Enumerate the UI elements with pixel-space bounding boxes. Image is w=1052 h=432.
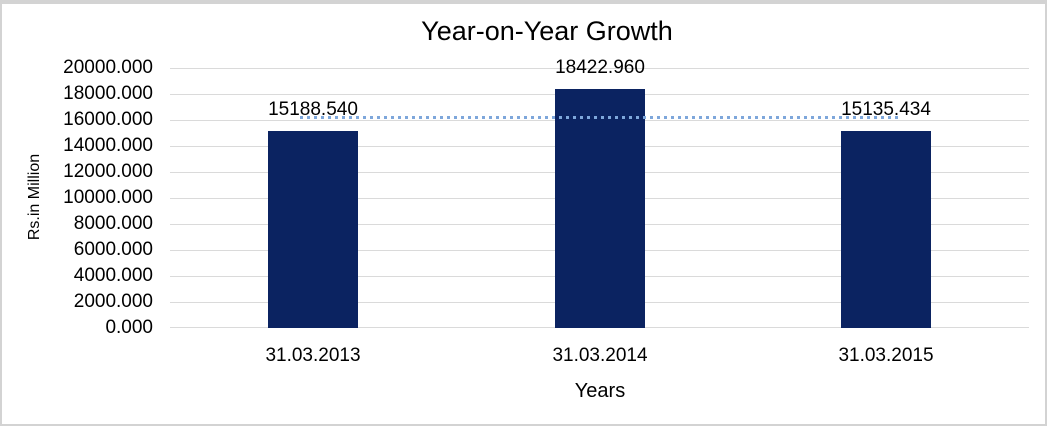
y-tick-label: 18000.000 [63, 83, 153, 104]
chart-title: Year-on-Year Growth [421, 16, 673, 46]
y-tick-label: 0.000 [105, 317, 153, 338]
bar-31.03.2014 [555, 89, 645, 328]
y-axis-tick-labels: 0.000 2000.000 4000.000 6000.000 8000.000 100… [0, 57, 153, 338]
y-tick-label: 14000.000 [63, 135, 153, 156]
gridline [170, 68, 1029, 69]
bar-31.03.2013 [268, 131, 358, 328]
bar-31.03.2015 [841, 131, 931, 328]
y-tick-label: 16000.000 [63, 109, 153, 130]
y-tick-label: 8000.000 [73, 213, 153, 234]
x-tick-label: 31.03.2014 [552, 345, 648, 366]
x-tick-label: 31.03.2013 [265, 345, 361, 366]
x-axis-title: Years [574, 380, 626, 402]
y-tick-label: 10000.000 [63, 187, 153, 208]
y-tick-label: 20000.000 [63, 57, 153, 78]
trendline-dotted [300, 116, 900, 119]
x-tick-label: 31.03.2015 [838, 345, 934, 366]
plot-area: 15188.540 18422.960 15135.434 [170, 58, 1029, 328]
y-tick-label: 6000.000 [73, 239, 153, 260]
data-label: 18422.960 [555, 57, 645, 78]
y-tick-label: 12000.000 [63, 161, 153, 182]
y-tick-label: 4000.000 [73, 265, 153, 286]
data-label: 15135.434 [841, 99, 931, 120]
data-label: 15188.540 [268, 99, 358, 120]
y-tick-label: 2000.000 [73, 291, 153, 312]
